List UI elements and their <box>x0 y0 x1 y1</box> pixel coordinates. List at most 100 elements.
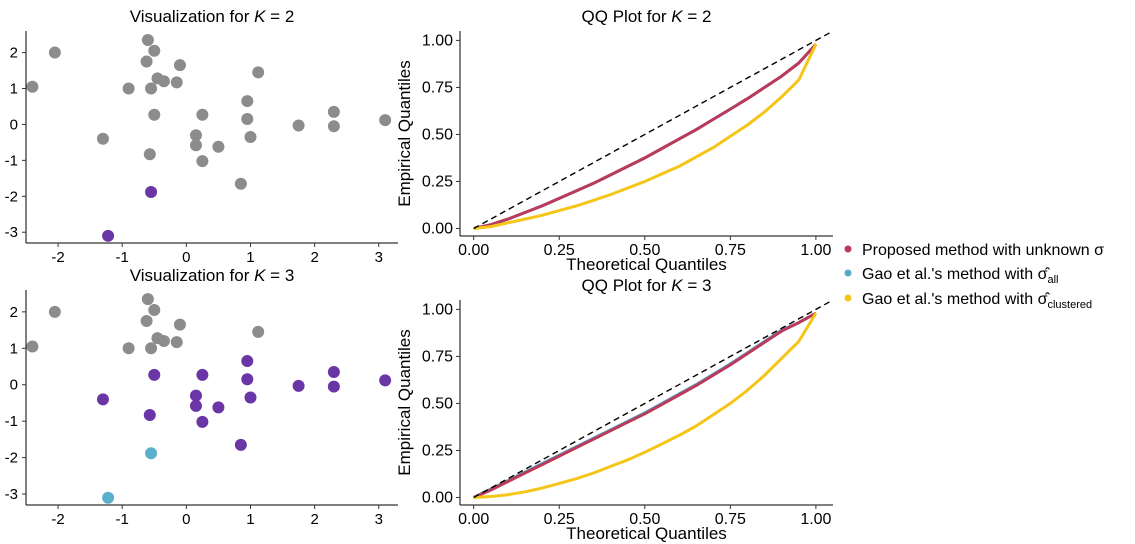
legend-text: Gao et al.'s method with <box>862 291 1033 308</box>
grey-point <box>173 318 186 331</box>
grey-point <box>379 114 392 127</box>
legend-marker <box>844 245 852 253</box>
y-tick-label: 0 <box>10 116 18 133</box>
y-tick-label: -2 <box>5 188 18 205</box>
legend-subscript: all <box>1047 274 1058 286</box>
x-tick-label: 0.75 <box>715 511 746 528</box>
grey-point <box>241 113 254 126</box>
grey-point <box>170 336 183 349</box>
legend-marker <box>844 294 852 302</box>
purple-point <box>96 393 109 406</box>
purple-point <box>102 229 115 242</box>
y-tick-label: 1 <box>10 80 18 97</box>
y-tick-label: -2 <box>5 450 18 467</box>
qq-title-3-eq: = 3 <box>683 276 712 295</box>
legend-label: Gao et al.'s method with σ̂clustered <box>862 291 1092 311</box>
x-tick-label: 2 <box>310 249 318 266</box>
x-tick-label: 0 <box>182 249 190 266</box>
reference-line <box>473 30 834 230</box>
grey-point <box>145 82 158 95</box>
qq-title-2: QQ Plot for K = 2 <box>582 7 712 26</box>
blue-point <box>102 491 115 504</box>
purple-point <box>212 401 225 414</box>
y-tick-label: 0.25 <box>422 442 453 459</box>
grey-point <box>48 305 61 318</box>
grey-point <box>148 108 161 121</box>
y-axis-title: Empirical Quantiles <box>395 60 414 206</box>
grey-point <box>143 148 156 161</box>
scatter-title-1-eq: = 3 <box>265 266 294 285</box>
grey-point <box>241 95 254 108</box>
y-tick-label: 0.75 <box>422 348 453 365</box>
qq-title-2-k: K <box>671 7 683 26</box>
grey-point <box>196 108 209 121</box>
grey-point <box>157 75 170 88</box>
x-tick-label: 1 <box>246 249 254 266</box>
y-tick-label: -3 <box>5 486 18 503</box>
y-tick-label: 0.50 <box>422 395 453 412</box>
purple-point <box>189 389 202 402</box>
qq-title-3-text: QQ Plot for <box>582 276 672 295</box>
scatter-panel-1: -2 -1 0 1 2 3 -3 -2 -1 0 1 2 <box>5 290 398 528</box>
y-tick-label: -1 <box>5 413 18 430</box>
y-tick-label: 1.00 <box>422 301 453 318</box>
grey-point <box>148 304 161 317</box>
series-line-gao_clustered <box>473 43 818 230</box>
purple-point <box>292 379 305 392</box>
y-tick-label: 0 <box>10 377 18 394</box>
legend-text: Proposed method with unknown σ <box>862 242 1104 259</box>
y-tick-label: 0.75 <box>422 79 453 96</box>
x-tick-label: -1 <box>116 511 129 528</box>
grey-point <box>173 59 186 72</box>
grey-point <box>96 132 109 145</box>
x-tick-label: 1.00 <box>800 242 831 259</box>
grey-point <box>252 66 265 79</box>
y-tick-label: 1.00 <box>422 32 453 49</box>
grey-point <box>141 293 154 306</box>
grey-point <box>148 44 161 57</box>
y-tick-label: -3 <box>5 224 18 241</box>
x-tick-label: 0.25 <box>544 242 575 259</box>
grey-point <box>157 335 170 348</box>
grey-point <box>292 119 305 132</box>
legend: Proposed method with unknown σ Gao et al.… <box>844 242 1104 311</box>
y-tick-label: 0.50 <box>422 126 453 143</box>
purple-point <box>196 415 209 428</box>
x-tick-label: 0.75 <box>715 242 746 259</box>
reference-line <box>473 299 834 499</box>
x-axis-title: Theoretical Quantiles <box>566 255 727 274</box>
scatter-title-0-eq: = 2 <box>265 7 294 26</box>
purple-point <box>327 380 340 393</box>
purple-point <box>145 185 158 198</box>
y-tick-label: 0.00 <box>422 489 453 506</box>
purple-point <box>148 368 161 381</box>
grey-point <box>26 340 39 353</box>
qq-panel-2: 0.00 0.25 0.50 0.75 1.00 0.00 0.25 0.50 0.75 1.00… <box>395 30 834 274</box>
grey-point <box>140 55 153 68</box>
x-tick-label: 3 <box>375 511 383 528</box>
grey-point <box>145 342 158 355</box>
purple-point <box>241 355 254 368</box>
qq-panel-3: 0.00 0.25 0.50 0.75 1.00 0.00 0.25 0.50 0.75 1.00… <box>395 299 834 543</box>
y-axis-title: Empirical Quantiles <box>395 329 414 475</box>
x-tick-label: 2 <box>310 511 318 528</box>
x-tick-label: 0.50 <box>629 511 660 528</box>
x-tick-label: -1 <box>116 249 129 266</box>
blue-point <box>145 447 158 460</box>
grey-point <box>189 139 202 152</box>
x-tick-label: 1.00 <box>800 511 831 528</box>
grey-point <box>212 140 225 153</box>
purple-point <box>241 373 254 386</box>
grey-point <box>140 314 153 327</box>
x-tick-label: 0.50 <box>629 242 660 259</box>
scatter-title-1-text: Visualization for <box>130 266 254 285</box>
purple-point <box>327 365 340 378</box>
scatter-title-0-k: K <box>254 7 266 26</box>
y-tick-label: 0.25 <box>422 173 453 190</box>
x-tick-label: -2 <box>51 511 64 528</box>
scatter-panel-0: -2 -1 0 1 2 3 -3 -2 -1 0 1 2 <box>5 31 398 266</box>
grey-point <box>170 76 183 89</box>
legend-subscript: clustered <box>1047 299 1092 311</box>
x-tick-label: 0.00 <box>458 242 489 259</box>
